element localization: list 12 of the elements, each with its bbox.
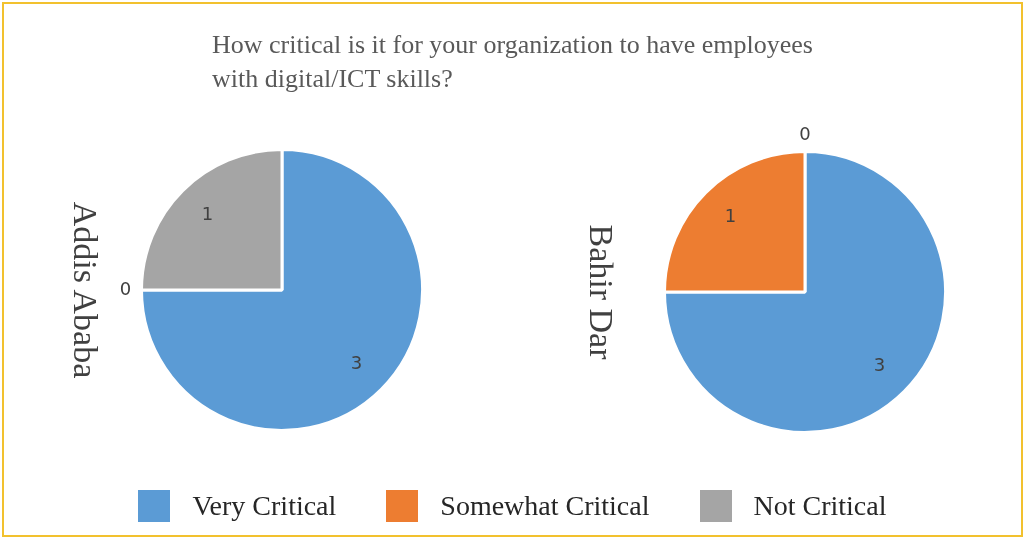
text: 0 [799, 123, 811, 145]
slice-label: Bahir Dar [581, 224, 620, 360]
data-label: 3 [873, 354, 886, 376]
data-label: 3 [350, 352, 363, 374]
chart-title: How critical is it for your organization to have employees with digital/ICT skills? [212, 29, 814, 95]
data-label: 1 [724, 205, 737, 227]
legend-label: Somewhat Critical [440, 490, 650, 522]
text: 0 [119, 277, 132, 299]
legend-label: Very Critical [192, 490, 337, 522]
slice-label: Addis Ababa [65, 201, 104, 379]
legend-label: Not Critical [753, 490, 887, 522]
data-label: 1 [201, 203, 214, 225]
